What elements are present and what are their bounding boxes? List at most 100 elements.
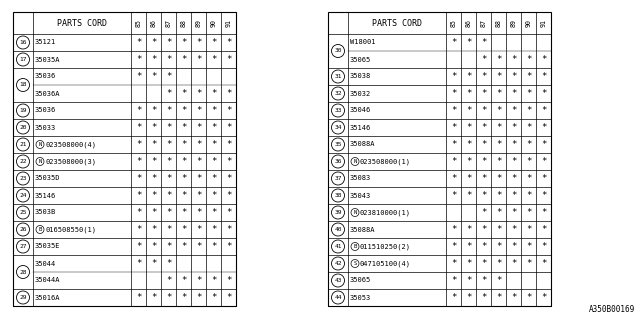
Text: 35038: 35038 bbox=[350, 74, 371, 79]
Text: *: * bbox=[451, 123, 456, 132]
Text: N: N bbox=[353, 210, 356, 215]
Text: 023508000(3): 023508000(3) bbox=[45, 158, 96, 165]
Text: 023508000(4): 023508000(4) bbox=[45, 141, 96, 148]
Text: 35: 35 bbox=[334, 142, 342, 147]
Text: *: * bbox=[481, 225, 486, 234]
Text: *: * bbox=[151, 293, 156, 302]
Text: *: * bbox=[196, 106, 201, 115]
Text: *: * bbox=[151, 72, 156, 81]
Text: *: * bbox=[166, 38, 171, 47]
Text: *: * bbox=[136, 123, 141, 132]
Text: *: * bbox=[136, 72, 141, 81]
Text: *: * bbox=[451, 259, 456, 268]
Text: *: * bbox=[526, 242, 531, 251]
Text: *: * bbox=[226, 225, 231, 234]
Text: 35146: 35146 bbox=[35, 193, 56, 198]
Text: 90: 90 bbox=[211, 19, 216, 27]
Text: *: * bbox=[466, 259, 471, 268]
Text: 87: 87 bbox=[481, 19, 486, 27]
Text: 023508000(1): 023508000(1) bbox=[360, 158, 411, 165]
Text: *: * bbox=[541, 72, 546, 81]
Text: 28: 28 bbox=[19, 269, 27, 275]
Text: *: * bbox=[211, 140, 216, 149]
Text: 35065: 35065 bbox=[350, 277, 371, 284]
Text: 30: 30 bbox=[334, 49, 342, 53]
Text: *: * bbox=[151, 259, 156, 268]
Text: *: * bbox=[211, 174, 216, 183]
Text: 39: 39 bbox=[334, 210, 342, 215]
Text: *: * bbox=[481, 242, 486, 251]
Text: S: S bbox=[353, 261, 356, 266]
Text: *: * bbox=[136, 293, 141, 302]
Text: 32: 32 bbox=[334, 91, 342, 96]
Text: *: * bbox=[451, 38, 456, 47]
Text: 35044: 35044 bbox=[35, 260, 56, 267]
Text: *: * bbox=[511, 293, 516, 302]
Text: *: * bbox=[226, 191, 231, 200]
Text: *: * bbox=[181, 191, 186, 200]
Text: *: * bbox=[541, 259, 546, 268]
Text: 25: 25 bbox=[19, 210, 27, 215]
Text: *: * bbox=[466, 293, 471, 302]
Text: 35065: 35065 bbox=[350, 57, 371, 62]
Text: *: * bbox=[511, 89, 516, 98]
Text: *: * bbox=[496, 191, 501, 200]
Text: *: * bbox=[466, 140, 471, 149]
Text: *: * bbox=[166, 55, 171, 64]
Text: 047105100(4): 047105100(4) bbox=[360, 260, 411, 267]
Text: 35083: 35083 bbox=[350, 175, 371, 181]
Text: 35088A: 35088A bbox=[350, 227, 376, 233]
Text: *: * bbox=[211, 293, 216, 302]
Text: 35053: 35053 bbox=[350, 294, 371, 300]
Text: *: * bbox=[541, 55, 546, 64]
Text: 35035A: 35035A bbox=[35, 57, 61, 62]
Text: *: * bbox=[226, 55, 231, 64]
Text: *: * bbox=[226, 106, 231, 115]
Text: 16: 16 bbox=[19, 40, 27, 45]
Text: *: * bbox=[541, 106, 546, 115]
Text: 41: 41 bbox=[334, 244, 342, 249]
Text: *: * bbox=[196, 191, 201, 200]
Text: *: * bbox=[136, 174, 141, 183]
Text: 33: 33 bbox=[334, 108, 342, 113]
Text: 42: 42 bbox=[334, 261, 342, 266]
Text: 89: 89 bbox=[511, 19, 516, 27]
Text: *: * bbox=[226, 38, 231, 47]
Text: *: * bbox=[466, 242, 471, 251]
Text: *: * bbox=[496, 55, 501, 64]
Text: *: * bbox=[166, 174, 171, 183]
Text: *: * bbox=[526, 259, 531, 268]
Text: *: * bbox=[226, 174, 231, 183]
Text: *: * bbox=[511, 208, 516, 217]
Text: *: * bbox=[226, 123, 231, 132]
Text: *: * bbox=[481, 72, 486, 81]
Text: *: * bbox=[181, 293, 186, 302]
Text: *: * bbox=[181, 140, 186, 149]
Text: 18: 18 bbox=[19, 83, 27, 87]
Text: *: * bbox=[451, 242, 456, 251]
Text: *: * bbox=[226, 293, 231, 302]
Text: *: * bbox=[496, 276, 501, 285]
Text: *: * bbox=[481, 55, 486, 64]
Text: *: * bbox=[526, 123, 531, 132]
Text: *: * bbox=[151, 191, 156, 200]
Text: *: * bbox=[211, 208, 216, 217]
Text: *: * bbox=[196, 157, 201, 166]
Text: 35035D: 35035D bbox=[35, 175, 61, 181]
Text: *: * bbox=[181, 38, 186, 47]
Text: *: * bbox=[526, 106, 531, 115]
Text: 88: 88 bbox=[495, 19, 502, 27]
Text: *: * bbox=[496, 225, 501, 234]
Text: *: * bbox=[181, 106, 186, 115]
Text: *: * bbox=[466, 174, 471, 183]
Text: *: * bbox=[481, 38, 486, 47]
Text: *: * bbox=[511, 55, 516, 64]
Text: 29: 29 bbox=[19, 295, 27, 300]
Text: *: * bbox=[136, 55, 141, 64]
Text: N: N bbox=[38, 159, 42, 164]
Text: 31: 31 bbox=[334, 74, 342, 79]
Text: *: * bbox=[211, 106, 216, 115]
Text: *: * bbox=[166, 276, 171, 285]
Text: *: * bbox=[136, 38, 141, 47]
Text: *: * bbox=[166, 242, 171, 251]
